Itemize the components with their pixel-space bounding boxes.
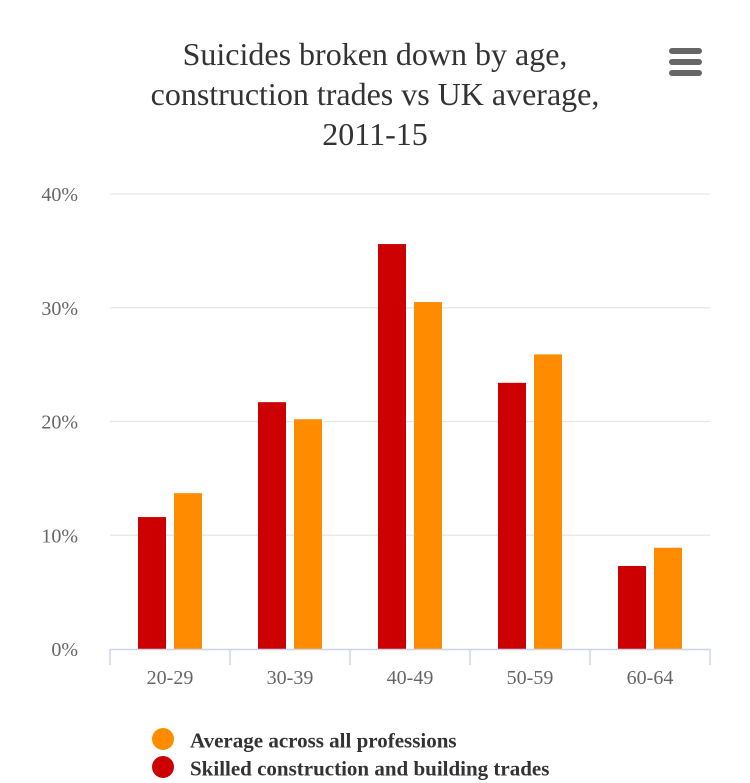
menu-bar — [669, 48, 702, 54]
bar[interactable] — [174, 493, 202, 649]
legend-marker — [152, 755, 174, 778]
bar[interactable] — [618, 565, 646, 649]
legend-item-construction[interactable]: Skilled construction and building trades — [152, 754, 549, 782]
legend-item-average[interactable]: Average across all professions — [152, 726, 549, 754]
x-tick-label: 50-59 — [507, 667, 554, 689]
y-tick-label: 30% — [41, 298, 78, 320]
x-axis: 20-29 30-39 40-49 50-59 60-64 — [109, 648, 711, 689]
gridlines — [110, 193, 710, 536]
chart-title-line: construction trades vs UK average, — [150, 76, 600, 112]
chart-title: Suicides broken down by age, constructio… — [90, 34, 660, 154]
x-tick-label: 40-49 — [387, 667, 434, 689]
x-tick-label: 30-39 — [267, 667, 314, 689]
bar[interactable] — [534, 354, 562, 649]
bar[interactable] — [498, 382, 526, 649]
hamburger-menu-icon[interactable] — [668, 46, 706, 78]
bars — [138, 244, 682, 650]
legend-marker — [152, 727, 174, 750]
legend: Average across all professions Skilled c… — [152, 726, 549, 782]
bar-chart: 0% 10% 20% 30% 40% 20-29 30-39 40-49 50-59 60-64 — [41, 184, 711, 689]
x-tick-label: 20-29 — [147, 667, 194, 689]
menu-bar — [669, 70, 702, 76]
chart-title-line: Suicides broken down by age, — [182, 36, 568, 72]
bar[interactable] — [414, 302, 442, 649]
y-tick-label: 0% — [51, 639, 78, 661]
y-tick-label: 10% — [41, 525, 78, 547]
menu-bar — [669, 59, 702, 65]
y-tick-label: 40% — [41, 184, 78, 206]
x-tick-label: 60-64 — [627, 667, 674, 689]
chart-title-line: 2011-15 — [322, 116, 428, 152]
y-axis-tick-labels: 0% 10% 20% 30% 40% — [41, 184, 78, 661]
bar[interactable] — [654, 547, 682, 649]
bar[interactable] — [138, 517, 166, 649]
bar[interactable] — [378, 244, 406, 650]
legend-label-average: Average across all professions — [190, 728, 457, 753]
y-tick-label: 20% — [41, 412, 78, 434]
bar[interactable] — [258, 402, 286, 649]
bar[interactable] — [294, 419, 322, 649]
legend-label-construction: Skilled construction and building trades — [190, 756, 550, 781]
